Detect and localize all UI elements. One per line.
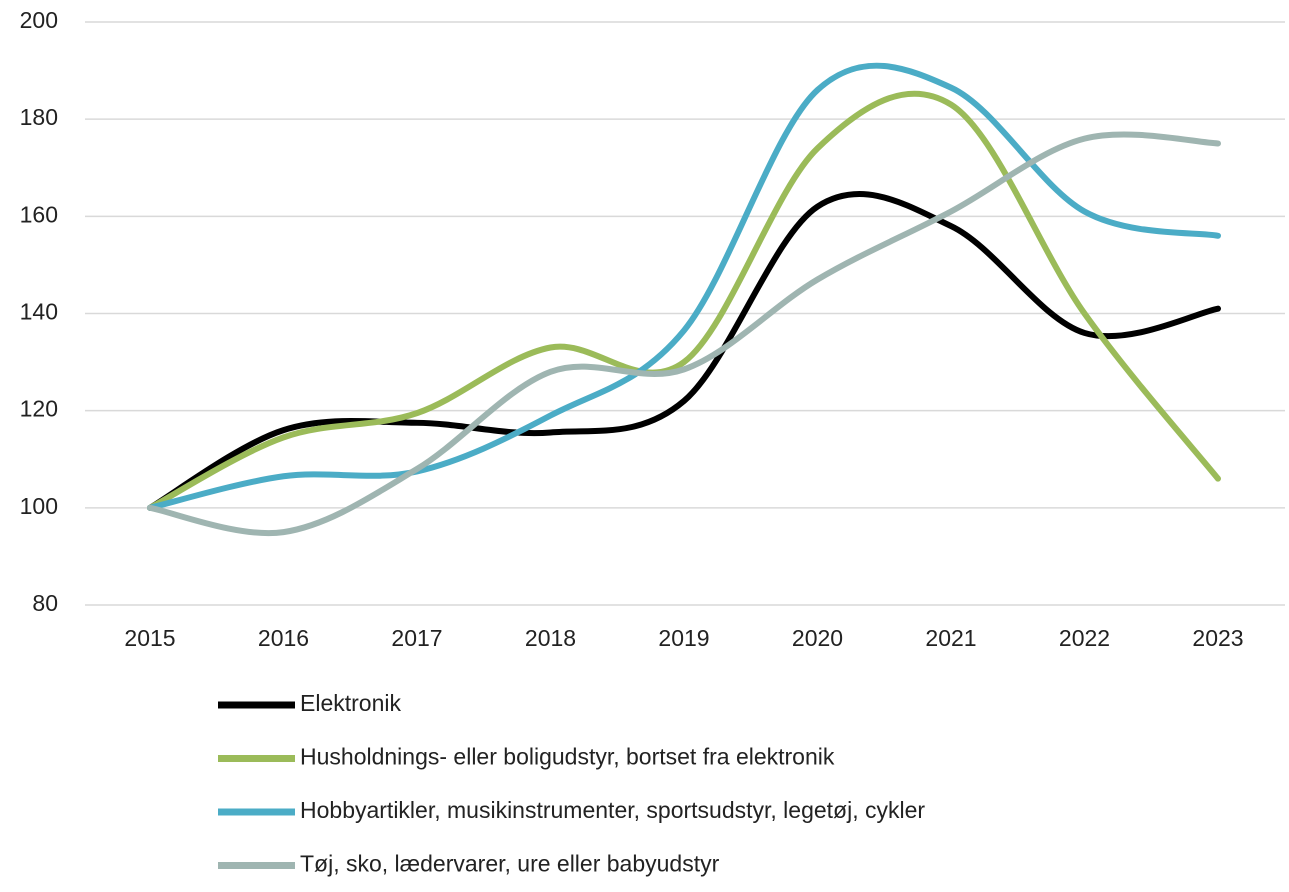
legend-label: Hobbyartikler, musikinstrumenter, sports… bbox=[300, 797, 925, 823]
x-tick-label: 2022 bbox=[1059, 625, 1110, 651]
series-line bbox=[147, 190, 1221, 511]
y-tick-label: 100 bbox=[20, 493, 58, 519]
x-tick-label: 2017 bbox=[391, 625, 442, 651]
x-tick-label: 2023 bbox=[1192, 625, 1243, 651]
x-tick-label: 2019 bbox=[658, 625, 709, 651]
legend-label: Elektronik bbox=[300, 690, 401, 716]
legend-label: Husholdnings- eller boligudstyr, bortset… bbox=[300, 744, 835, 770]
x-tick-label: 2015 bbox=[124, 625, 175, 651]
y-tick-label: 120 bbox=[20, 396, 58, 422]
y-tick-label: 140 bbox=[20, 299, 58, 325]
y-tick-label: 80 bbox=[32, 590, 58, 616]
x-tick-label: 2018 bbox=[525, 625, 576, 651]
y-tick-label: 200 bbox=[20, 7, 58, 33]
y-tick-label: 180 bbox=[20, 104, 58, 130]
x-tick-label: 2016 bbox=[258, 625, 309, 651]
x-tick-label: 2021 bbox=[925, 625, 976, 651]
legend-label: Tøj, sko, lædervarer, ure eller babyudst… bbox=[300, 851, 720, 877]
series-line bbox=[147, 90, 1221, 511]
series-line bbox=[147, 62, 1221, 511]
series-line bbox=[147, 131, 1221, 537]
x-tick-label: 2020 bbox=[792, 625, 843, 651]
y-tick-label: 160 bbox=[20, 201, 58, 227]
